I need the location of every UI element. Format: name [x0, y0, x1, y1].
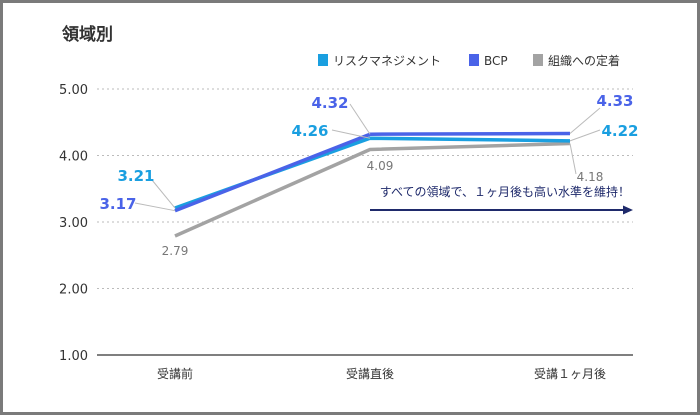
series-line: [174, 141, 571, 238]
data-label: 4.18: [577, 170, 604, 184]
data-label: 4.33: [596, 92, 633, 110]
legend-label: リスクマネジメント: [333, 54, 441, 68]
legend-label: 組織への定着: [548, 53, 620, 68]
y-tick-label: 1.00: [59, 349, 88, 364]
legend-label: BCP: [484, 54, 508, 68]
leader-line: [569, 129, 601, 142]
data-label: 3.21: [117, 167, 154, 185]
data-label: 3.17: [99, 195, 136, 213]
chart-title: 領域別: [62, 24, 113, 45]
leader-line: [349, 103, 371, 135]
legend-swatch: [533, 54, 543, 66]
data-label: 2.79: [162, 244, 189, 258]
grid: 1.00 2.00 3.00 4.00 5.00 受講前 受講直後 受講１ヶ月後: [59, 83, 633, 381]
leader-line: [134, 202, 176, 212]
y-tick-label: 4.00: [59, 150, 88, 165]
leader-line: [569, 107, 601, 134]
y-tick-label: 2.00: [59, 283, 88, 298]
legend: リスクマネジメント BCP 組織への定着: [318, 53, 620, 68]
leader-line: [569, 143, 577, 175]
leader-line: [331, 129, 371, 139]
leader-line: [151, 179, 176, 209]
x-tick-label: 受講直後: [346, 366, 394, 381]
data-label: 4.32: [311, 94, 348, 112]
x-tick-label: 受講前: [157, 366, 193, 381]
x-tick-label: 受講１ヶ月後: [534, 366, 606, 381]
data-labels: 3.21 4.26 4.22 3.17 4.32 4.33 2.79 4.09 4.18: [99, 92, 638, 258]
data-label: 4.09: [367, 159, 394, 173]
annotation-text: すべての領域で、１ヶ月後も高い水準を維持！: [380, 184, 630, 199]
arrow-head-icon: [623, 205, 633, 215]
data-label: 4.26: [291, 122, 328, 140]
legend-swatch: [469, 54, 479, 66]
y-tick-label: 5.00: [59, 83, 88, 98]
annotation: すべての領域で、１ヶ月後も高い水準を維持！: [370, 184, 633, 215]
y-tick-label: 3.00: [59, 216, 88, 231]
data-label: 4.22: [601, 122, 638, 140]
legend-swatch: [318, 54, 328, 66]
